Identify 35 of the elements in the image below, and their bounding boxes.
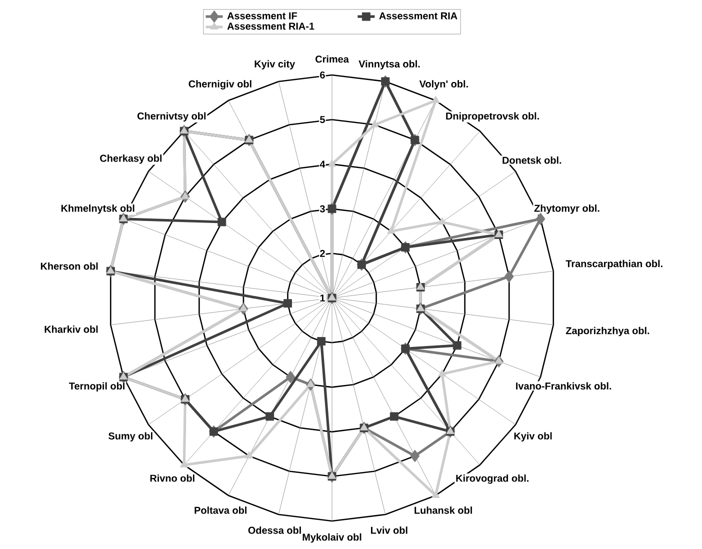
spoke-label: Rivno obl [150,474,194,482]
spoke-label: Dnipropetrovsk obl. [446,112,539,122]
spoke-label: Kirovograd obl. [456,474,528,484]
spoke-label: Chernigiv obl [188,80,252,90]
spoke-label: Kherson obl [40,262,98,270]
spoke-label: Kharkiv obl [44,326,98,333]
spoke-label: Volyn' obl. [419,80,468,90]
spoke-label: Lviv obl [371,526,408,534]
spoke-label: Kyiv city [254,60,296,70]
spoke-label: Poltava obl [194,506,246,514]
spoke-label: Odessa obl [248,526,301,534]
y-tick-label: 1 [320,294,325,302]
spoke-label: Luhansk obl [414,506,472,514]
spoke-label: Transcarpathian obl. [566,260,662,270]
spoke-label: Vinnytsa obl. [358,60,420,70]
legend-label: Assessment IF [227,12,297,20]
spoke-label: Ternopil obl [68,382,124,392]
spoke-label: Chernivtsy obl [137,112,206,122]
legend-label: Assessment RIA [379,12,458,20]
spoke-label: Zaporizhzhya obl. [566,326,650,336]
y-tick-label: 5 [320,116,325,124]
spoke-label: Crimea [316,55,349,63]
spoke-label: Ivano-Frankivsk obl. [516,382,612,390]
spoke-label: Zhytomyr obl. [534,204,600,214]
spoke-label: Khmelnytsk obl [61,204,134,214]
y-tick-label: 2 [320,250,325,257]
spoke-label: Kyiv obl [514,432,552,442]
y-tick-label: 6 [320,71,325,79]
spoke-label: Donetsk obl. [502,156,562,164]
y-tick-label: 4 [320,160,326,168]
spoke-label: Sumy obl [108,432,152,442]
spoke-label: Cherkasy obl [100,154,162,164]
y-tick-label: 3 [320,205,325,212]
legend-label: Assessment RIA-1 [227,22,314,30]
spoke-label: Mykolaiv obl [302,533,362,543]
